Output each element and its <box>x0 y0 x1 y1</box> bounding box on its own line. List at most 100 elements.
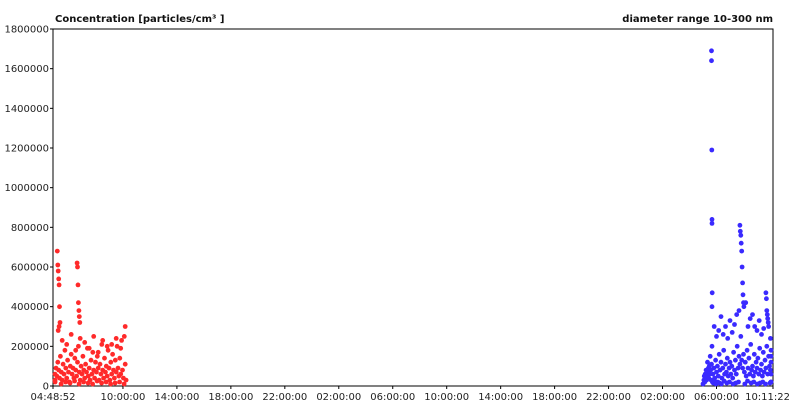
data-point <box>738 240 744 246</box>
data-point <box>52 379 58 385</box>
y-tick-label: 1600000 <box>4 64 49 75</box>
x-tick-label: 14:00:00 <box>478 392 523 403</box>
data-point <box>117 355 123 361</box>
data-point <box>744 347 750 353</box>
data-point <box>57 320 63 325</box>
data-point <box>56 276 62 282</box>
data-point <box>740 280 745 286</box>
data-point <box>720 332 726 337</box>
data-point <box>724 369 729 375</box>
data-point <box>731 349 736 355</box>
data-point <box>764 343 770 349</box>
data-point <box>736 308 742 313</box>
data-point <box>752 369 758 375</box>
data-point <box>114 343 120 349</box>
data-point <box>99 380 104 386</box>
data-point <box>739 264 745 270</box>
data-point <box>76 343 81 349</box>
data-point <box>60 361 66 367</box>
data-point <box>83 361 88 367</box>
data-point <box>728 371 734 377</box>
data-point <box>711 365 717 371</box>
x-tick-label: 06:00:00 <box>694 392 739 403</box>
data-point <box>714 334 719 339</box>
data-point <box>715 363 720 369</box>
data-points <box>52 48 774 387</box>
data-point <box>112 357 118 363</box>
data-point <box>724 355 730 361</box>
data-point <box>109 371 115 377</box>
data-point <box>740 292 746 298</box>
data-point <box>64 375 70 381</box>
data-point <box>707 353 713 359</box>
data-point <box>727 359 733 365</box>
data-point <box>756 371 762 377</box>
y-tick-label: 1000000 <box>4 183 49 194</box>
data-point <box>766 324 771 329</box>
data-point <box>103 369 108 375</box>
y-tick-label: 1200000 <box>4 144 49 155</box>
data-point <box>120 367 125 373</box>
data-point <box>119 338 124 343</box>
x-tick-label: 10:11:22 <box>745 392 790 403</box>
x-axis: 04:48:52 10:00:00 14:00:00 18:00:00 22:00:00… <box>31 386 790 403</box>
data-point <box>768 347 774 353</box>
data-point <box>768 371 774 377</box>
data-point <box>754 365 760 371</box>
data-point <box>95 365 101 371</box>
data-point <box>122 324 128 329</box>
x-tick-label: 22:00:00 <box>586 392 631 403</box>
y-tick-label: 400000 <box>11 302 49 313</box>
data-point <box>59 338 65 343</box>
y-tick-label: 1400000 <box>4 104 49 115</box>
x-tick-label: 02:00:00 <box>640 392 685 403</box>
data-point <box>68 351 74 357</box>
data-point <box>751 351 757 357</box>
data-point <box>78 363 84 369</box>
y-tick-label: 800000 <box>11 223 49 234</box>
data-point <box>762 357 768 363</box>
data-point <box>118 371 124 377</box>
data-point <box>57 304 62 310</box>
data-point <box>750 312 755 317</box>
data-point <box>737 228 743 234</box>
data-point <box>749 367 754 373</box>
data-point <box>748 342 754 347</box>
data-point <box>58 353 63 359</box>
data-point <box>84 369 89 375</box>
data-point <box>743 373 749 379</box>
data-point <box>734 312 740 317</box>
data-point <box>764 296 769 302</box>
data-point <box>765 320 771 325</box>
data-point <box>709 221 715 226</box>
data-point <box>764 312 770 317</box>
data-point <box>93 359 98 365</box>
data-point <box>733 371 739 377</box>
data-point <box>112 375 117 381</box>
data-point <box>104 343 110 349</box>
data-point <box>61 371 67 377</box>
chart-subtitle: diameter range 10-300 nm <box>622 14 773 25</box>
x-tick-label: 10:00:00 <box>100 392 145 403</box>
data-point <box>739 357 745 363</box>
data-point <box>746 355 752 361</box>
data-point <box>77 320 83 325</box>
data-point <box>75 264 80 270</box>
data-point <box>117 379 122 385</box>
data-point <box>85 380 91 386</box>
data-point <box>732 322 737 327</box>
data-point <box>77 336 83 341</box>
data-point <box>767 363 772 369</box>
data-point <box>710 371 716 377</box>
data-point <box>727 379 732 385</box>
data-point <box>72 355 78 361</box>
data-point <box>123 377 129 383</box>
data-point <box>54 248 60 254</box>
data-point <box>756 318 762 323</box>
data-point <box>737 222 743 228</box>
data-point <box>55 328 61 333</box>
data-point <box>720 365 726 371</box>
data-point <box>768 353 774 359</box>
data-point <box>718 314 724 319</box>
data-point <box>82 375 88 381</box>
